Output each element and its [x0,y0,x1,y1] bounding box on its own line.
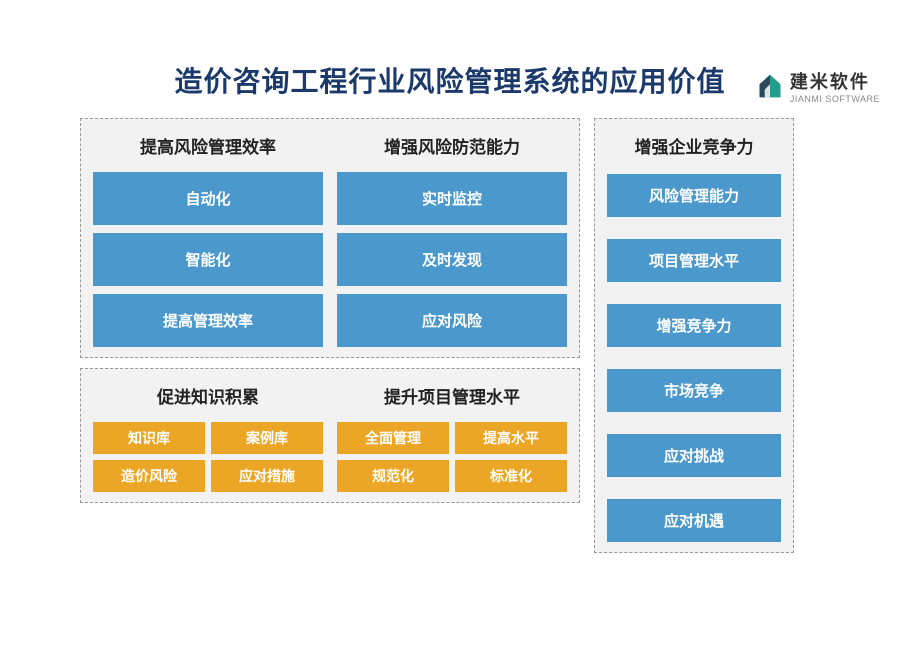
left-top-box: 提高风险管理效率 自动化 智能化 提高管理效率 增强风险防范能力 实时监控 及时… [80,118,580,358]
col-efficiency: 提高风险管理效率 自动化 智能化 提高管理效率 [93,129,323,347]
header-prevention: 增强风险防范能力 [337,129,567,164]
box-intelligence: 智能化 [93,233,323,286]
header-project-mgmt: 提升项目管理水平 [337,379,567,414]
box-risk-mgmt-ability: 风险管理能力 [607,174,781,217]
box-project-mgmt-level: 项目管理水平 [607,239,781,282]
box-countermeasures: 应对措施 [211,460,323,492]
right-box: 增强企业竞争力 风险管理能力 项目管理水平 增强竞争力 市场竞争 应对挑战 应对… [594,118,794,553]
logo-text-en: JIANMI SOFTWARE [790,94,880,104]
box-normalize: 标准化 [455,460,567,492]
col-prevention: 增强风险防范能力 实时监控 及时发现 应对风险 [337,129,567,347]
box-knowledge-base: 知识库 [93,422,205,454]
box-respond-risk: 应对风险 [337,294,567,347]
box-automation: 自动化 [93,172,323,225]
logo-area: 建米软件 JIANMI SOFTWARE [756,68,880,104]
box-standardize: 规范化 [337,460,449,492]
header-efficiency: 提高风险管理效率 [93,129,323,164]
header-competitiveness: 增强企业竞争力 [607,129,781,164]
box-full-mgmt: 全面管理 [337,422,449,454]
box-case-base: 案例库 [211,422,323,454]
box-enhance-comp: 增强竞争力 [607,304,781,347]
box-opportunities: 应对机遇 [607,499,781,542]
content-area: 提高风险管理效率 自动化 智能化 提高管理效率 增强风险防范能力 实时监控 及时… [0,118,900,553]
logo-icon [756,72,784,100]
header-knowledge: 促进知识积累 [93,379,323,414]
box-realtime-monitor: 实时监控 [337,172,567,225]
box-timely-discovery: 及时发现 [337,233,567,286]
box-market-comp: 市场竞争 [607,369,781,412]
logo-text-cn: 建米软件 [790,68,880,94]
box-improve-efficiency: 提高管理效率 [93,294,323,347]
left-panel: 提高风险管理效率 自动化 智能化 提高管理效率 增强风险防范能力 实时监控 及时… [80,118,580,553]
col-knowledge: 促进知识积累 知识库 案例库 造价风险 应对措施 [93,379,323,492]
right-panel: 增强企业竞争力 风险管理能力 项目管理水平 增强竞争力 市场竞争 应对挑战 应对… [594,118,794,553]
col-project-mgmt: 提升项目管理水平 全面管理 提高水平 规范化 标准化 [337,379,567,492]
box-challenges: 应对挑战 [607,434,781,477]
box-cost-risk: 造价风险 [93,460,205,492]
left-bottom-box: 促进知识积累 知识库 案例库 造价风险 应对措施 提升项目管理水平 全面管理 提… [80,368,580,503]
box-improve-level: 提高水平 [455,422,567,454]
